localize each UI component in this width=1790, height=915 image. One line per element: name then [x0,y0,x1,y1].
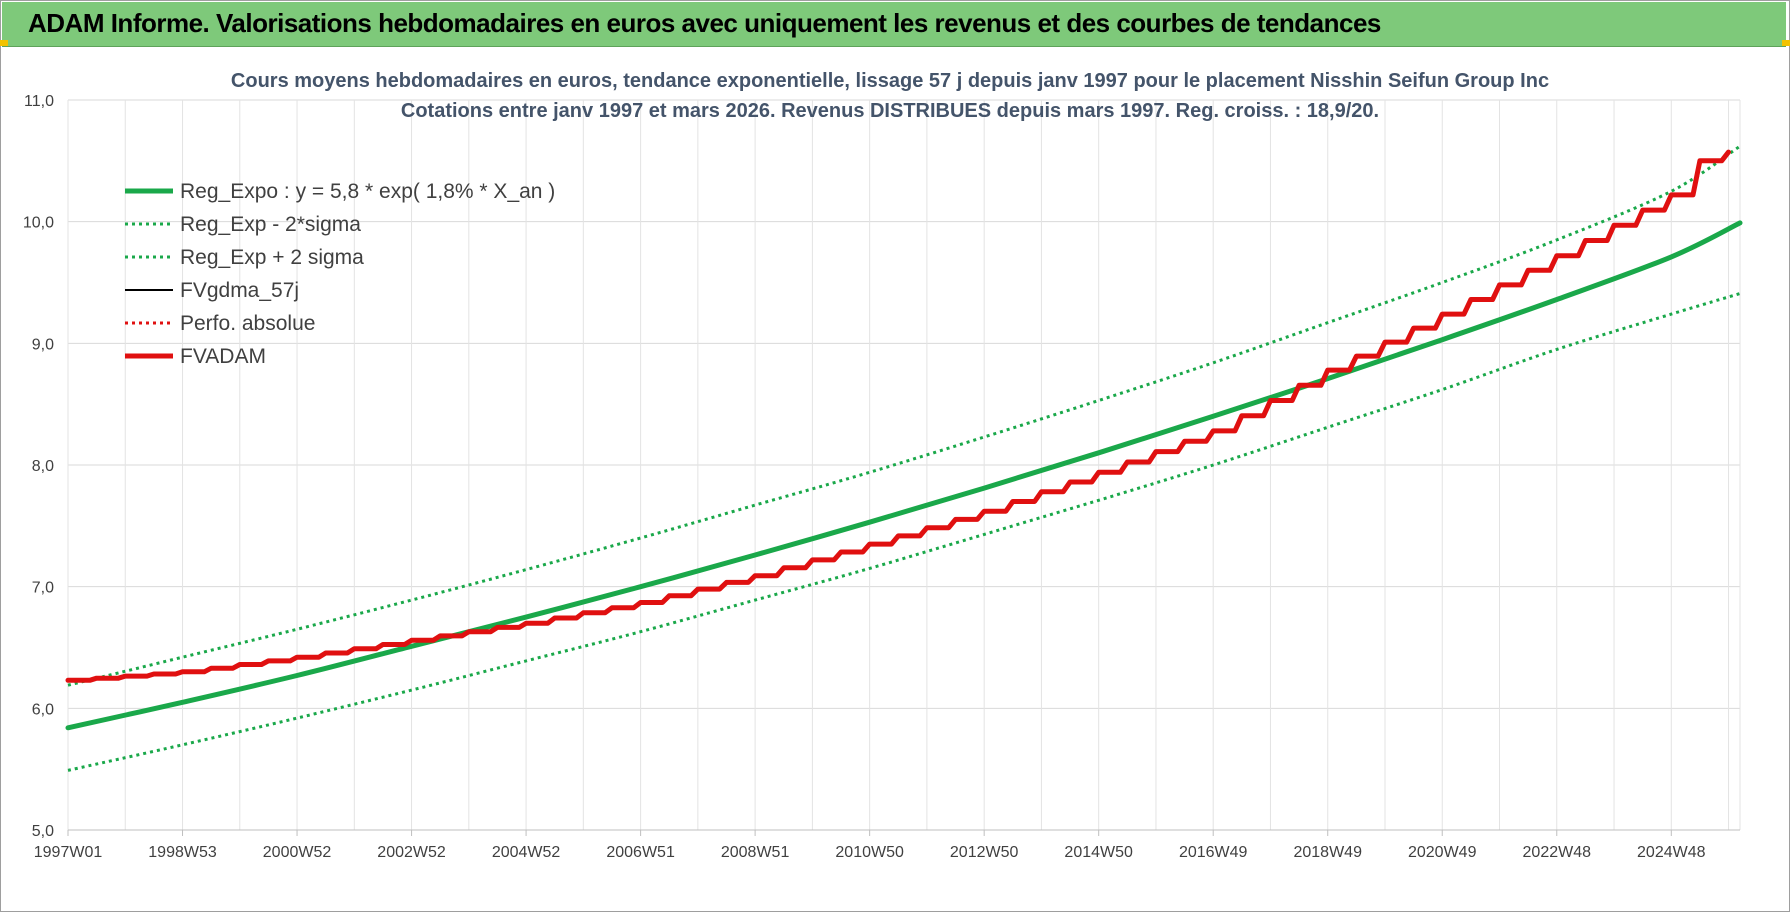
y-tick-label: 8,0 [32,458,54,475]
series-line-5 [65,149,1731,683]
x-tick-label: 2006W51 [606,844,675,861]
grid-lines [67,99,1741,831]
report-title: ADAM Informe. Valorisations hebdomadaire… [28,8,1381,38]
legend-label: Reg_Expo : y = 5,8 * exp( 1,8% * X_an ) [180,180,555,203]
x-tick-label: 2014W50 [1064,844,1133,861]
x-tick-label: 2008W51 [721,844,790,861]
x-tick-label: 2002W52 [377,844,446,861]
x-tick-label: 2000W52 [263,844,332,861]
x-tick-label: 2004W52 [492,844,561,861]
series-line-2 [67,144,1741,687]
x-tick-label: 2022W48 [1523,844,1592,861]
series-line-1 [67,292,1741,772]
y-tick-label: 6,0 [32,701,54,718]
corner-marker-right [1782,40,1790,46]
chart-subtitle: Cotations entre janv 1997 et mars 2026. … [401,100,1379,122]
y-axis-ticks: 5,0 6,0 7,0 8,0 9,0 10,0 11,0 [23,93,54,840]
legend-label: Reg_Exp + 2 sigma [180,246,364,269]
corner-marker-left [0,40,8,46]
legend: Reg_Expo : y = 5,8 * exp( 1,8% * X_an ) R… [125,180,555,368]
report-banner: ADAM Informe. Valorisations hebdomadaire… [2,2,1786,47]
series-lines [65,144,1743,772]
chart-title: Cours moyens hebdomadaires en euros, ten… [231,70,1549,92]
x-tick-label: 2012W50 [950,844,1019,861]
x-tick-label: 2020W49 [1408,844,1477,861]
y-tick-label: 11,0 [24,93,54,110]
legend-label: FVgdma_57j [180,279,299,302]
x-tick-label: 1997W01 [34,844,103,861]
y-tick-label: 5,0 [32,823,54,840]
series-line-0 [65,220,1743,731]
x-tick-label: 1998W53 [148,844,217,861]
x-tick-label: 2016W49 [1179,844,1248,861]
y-tick-label: 7,0 [32,580,54,597]
x-tick-label: 2024W48 [1637,844,1706,861]
x-tick-label: 2018W49 [1293,844,1362,861]
y-tick-label: 10,0 [23,215,54,232]
legend-label: FVADAM [180,345,266,368]
legend-label: Reg_Exp - 2*sigma [180,213,361,236]
y-tick-label: 9,0 [32,336,54,353]
legend-label: Perfo. absolue [180,312,315,335]
x-tick-label: 2010W50 [835,844,904,861]
x-axis-ticks: 1997W01 1998W53 2000W52 2002W52 2004W52 2006W… [34,830,1706,861]
chart-area: Cours moyens hebdomadaires en euros, ten… [0,48,1790,910]
chart-svg: Cours moyens hebdomadaires en euros, ten… [23,70,1743,861]
